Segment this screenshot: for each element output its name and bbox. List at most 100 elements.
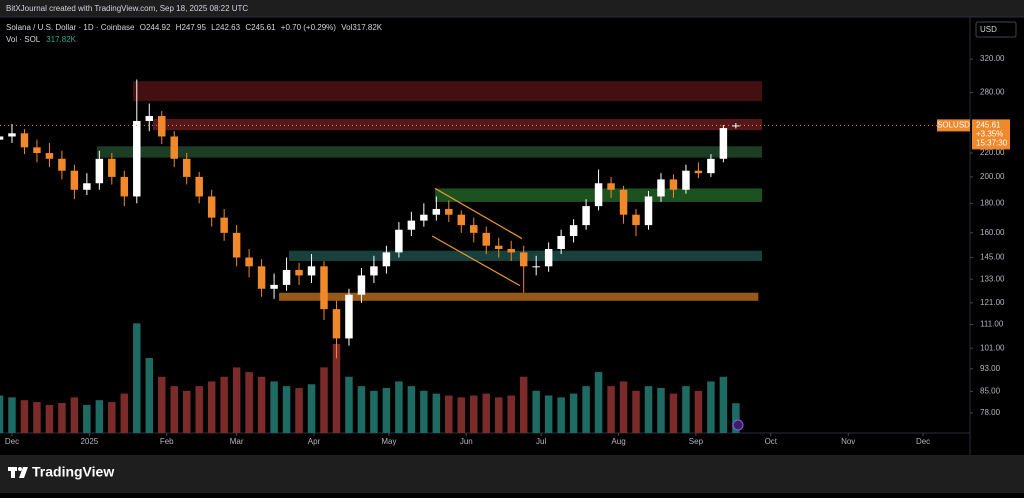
volume-bar [594,372,603,433]
volume-bar [619,381,628,433]
candle-body [657,179,665,197]
symbol-tag-label: SOLUSD [937,121,970,130]
volume-bar [432,393,441,433]
candle-body [232,232,241,258]
volume-bar [732,403,740,433]
volume-bar [445,395,453,433]
legend-change: +0.70 (+0.29%) [281,23,336,32]
candle-body [195,176,203,197]
candle-body [544,249,553,267]
candle-body [382,252,391,267]
candle-body [420,214,428,221]
zone [133,81,763,102]
y-tick-label: 220.00 [980,148,1005,157]
zone [153,118,763,131]
volume-bar [657,388,665,433]
y-tick-label: 145.00 [980,253,1005,262]
volume-bar [519,376,528,433]
candle-body [33,147,41,154]
price-tag-countdown: 15:37:30 [976,139,1008,148]
x-tick-label: 2025 [80,437,98,446]
volume-bar [494,397,503,433]
candle-body [257,266,266,289]
event-icon[interactable] [732,419,744,431]
candle-body [45,153,54,159]
legend-c-label: C [245,23,251,32]
candle-body [482,232,490,246]
candle-body [170,136,178,159]
x-tick-label: Dec [916,437,930,446]
currency-button[interactable] [975,21,1017,38]
volume-bar [332,343,341,433]
volume-bar [470,395,478,433]
legend-vol-label: Vol [341,23,352,32]
volume-bar [682,386,690,433]
currency-button-label[interactable]: USD [980,25,997,34]
volume-series-name: Vol · SOL [6,35,41,44]
volume-bar [407,386,416,433]
y-tick-label: 320.00 [980,54,1005,63]
volume-legend: Vol · SOL 317.82K [6,35,77,44]
candle-body [345,294,353,339]
volume-bar [83,404,91,433]
candle-body [395,229,403,253]
volume-bar [607,386,615,433]
candle-body [357,275,366,295]
x-tick-label: Sep [689,437,704,446]
legend-o-label: O [140,23,146,32]
volume-bar [382,388,391,433]
logo-shape [19,467,28,478]
channel-line [434,187,523,240]
volume-bar [95,400,104,433]
legend-h-label: H [176,23,182,32]
x-tick-label: Dec [5,437,19,446]
candle-body [320,266,328,310]
volume-bar [694,390,703,433]
x-tick-label: Nov [841,437,855,446]
volume-bar [395,381,403,433]
volume-bar [170,386,178,433]
legend-l-value: 242.63 [216,23,241,32]
top-bar-text: BitXJournal created with TradingView.com… [6,4,248,13]
candle-body [332,309,341,339]
price-tag [972,119,1010,150]
zone [279,292,759,301]
footer [0,455,1024,493]
candle-body [432,208,441,215]
channel-line [431,235,521,287]
volume-bar [532,390,540,433]
legend-l-label: L [211,23,216,32]
candle-body [594,183,603,207]
volume-bar [145,358,154,433]
volume-bar [120,393,129,433]
zone [96,146,763,158]
candle-body [58,158,66,171]
y-tick-label: 111.00 [980,320,1004,329]
volume-bar [207,381,216,433]
volume-bar [544,395,553,433]
volume-bar [719,376,728,433]
y-tick-label: 85.00 [980,387,1001,396]
volume-bar [707,381,715,433]
volume-bar [33,402,41,433]
legend-h-value: 247.95 [181,23,206,32]
candle-body [370,266,378,276]
volume-bar [569,393,578,433]
volume-bar [295,388,303,433]
candle-body [158,116,166,137]
candle-body [644,196,653,226]
y-tick-label: 160.00 [980,228,1005,237]
y-tick-label: 280.00 [980,88,1005,97]
y-tick-label: 121.00 [980,298,1005,307]
candle-body [532,266,540,268]
x-tick-label: Jul [536,437,546,446]
candle-body [145,116,154,121]
candle-body [220,217,228,233]
volume-bar [507,395,515,433]
candle-body [445,208,453,215]
symbol-tag [937,119,970,132]
candle-body [732,125,740,127]
candle-body [245,257,253,267]
top-bar [0,0,1024,17]
legend-vol-value: 317.82K [352,23,382,32]
